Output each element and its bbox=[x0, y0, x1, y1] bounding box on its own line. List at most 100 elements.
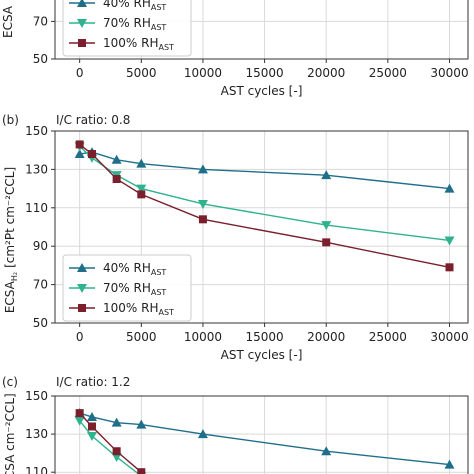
data-point bbox=[445, 263, 454, 272]
y-axis-label-b-sub: H₂ bbox=[10, 272, 19, 281]
legend-label-subscript: AST bbox=[151, 288, 167, 297]
y-tick-label: 110 bbox=[25, 201, 48, 215]
y-tick-label: 130 bbox=[25, 162, 48, 176]
legend-marker bbox=[77, 263, 87, 272]
y-axis-label-b-units: [cm²Pt cm⁻²CCL] bbox=[3, 167, 17, 268]
y-axis-label-b: ECSAH₂ [cm²Pt cm⁻²CCL] bbox=[3, 167, 19, 313]
y-axis-label-top: ECSA bbox=[1, 5, 15, 38]
legend-label: 40% RHAST bbox=[103, 0, 166, 12]
x-axis-label: AST cycles [-] bbox=[221, 84, 303, 98]
panel-a: ECSA 50 70 0 5000 10000 15000 20000 25000 30000 A… bbox=[1, 0, 469, 98]
data-point bbox=[87, 422, 96, 431]
x-tick-label: 10000 bbox=[184, 66, 222, 80]
y-tick-label: 70 bbox=[33, 14, 48, 28]
panel-subtitle-b: I/C ratio: 0.8 bbox=[56, 113, 130, 127]
legend-marker bbox=[77, 19, 87, 28]
legend-marker bbox=[78, 304, 86, 312]
legend-marker bbox=[77, 284, 87, 293]
legend-label: 100% RHAST bbox=[103, 36, 174, 52]
x-tick-label: 15000 bbox=[245, 330, 283, 344]
y-axis-label-c-units: cm⁻²CCL] bbox=[3, 393, 17, 451]
panel-label-c: (c) bbox=[2, 375, 18, 389]
legend: 40% RHAST 70% RHAST 100% RHAST bbox=[62, 0, 192, 57]
legend-marker bbox=[77, 0, 87, 7]
legend-label-subscript: AST bbox=[151, 23, 167, 32]
plot-frame bbox=[54, 130, 469, 324]
series-line bbox=[79, 420, 140, 474]
x-tick-label: 5000 bbox=[126, 330, 157, 344]
data-point bbox=[112, 175, 121, 183]
x-tick-label: 20000 bbox=[307, 66, 345, 80]
plot-frame bbox=[54, 0, 469, 60]
panel-b: (b) I/C ratio: 0.8 ECSAH₂ [cm²Pt cm⁻²CCL]… bbox=[2, 113, 469, 362]
legend-label: 70% RHAST bbox=[103, 281, 166, 297]
y-axis-label-c-main: ECSA bbox=[3, 454, 17, 474]
data-point bbox=[74, 416, 85, 426]
data-point bbox=[75, 140, 84, 149]
legend-label: 70% RHAST bbox=[103, 16, 166, 32]
legend-label: 100% RHAST bbox=[103, 301, 174, 317]
x-axis-label: AST cycles [-] bbox=[221, 348, 303, 362]
y-tick-label: 50 bbox=[33, 316, 48, 330]
legend-label-subscript: AST bbox=[151, 268, 167, 277]
data-point bbox=[137, 190, 146, 199]
y-axis-label-b-main: ECSA bbox=[3, 280, 17, 313]
data-point bbox=[136, 158, 147, 168]
legend-marker bbox=[78, 39, 86, 47]
x-tick-label: 20000 bbox=[307, 330, 345, 344]
plot-frame bbox=[54, 395, 469, 474]
legend-label-subscript: AST bbox=[158, 308, 174, 317]
data-point bbox=[321, 170, 332, 180]
y-tick-label: 130 bbox=[25, 427, 48, 441]
x-tick-label: 10000 bbox=[184, 330, 222, 344]
legend-label-subscript: AST bbox=[151, 3, 167, 12]
panel-c: (c) I/C ratio: 1.2 ECSA cm⁻²CCL] 110 130 15… bbox=[2, 375, 469, 474]
data-point bbox=[87, 150, 96, 159]
x-tick-label: 25000 bbox=[369, 66, 407, 80]
x-tick-label: 0 bbox=[76, 330, 84, 344]
data-point bbox=[136, 184, 147, 194]
y-tick-label: 150 bbox=[25, 389, 48, 403]
data-point bbox=[444, 183, 455, 193]
x-tick-label: 25000 bbox=[369, 330, 407, 344]
y-tick-label: 70 bbox=[33, 278, 48, 292]
legend-box bbox=[62, 254, 192, 322]
data-point bbox=[137, 468, 146, 474]
data-point bbox=[75, 409, 84, 418]
y-tick-label: 90 bbox=[33, 239, 48, 253]
data-point bbox=[198, 215, 207, 224]
data-layer bbox=[74, 408, 455, 474]
legend-label: 40% RHAST bbox=[103, 261, 166, 277]
data-point bbox=[111, 417, 122, 427]
legend-label-subscript: AST bbox=[158, 43, 174, 52]
data-point bbox=[197, 199, 208, 209]
data-point bbox=[321, 221, 332, 231]
x-tick-label: 15000 bbox=[245, 66, 283, 80]
legend-box bbox=[62, 0, 192, 57]
data-point bbox=[86, 432, 97, 441]
x-tick-label: 0 bbox=[76, 66, 84, 80]
panel-subtitle-c: I/C ratio: 1.2 bbox=[56, 375, 130, 389]
x-tick-label: 30000 bbox=[430, 330, 468, 344]
data-point bbox=[136, 419, 147, 429]
data-point bbox=[444, 459, 455, 469]
data-layer bbox=[74, 140, 455, 272]
data-point bbox=[197, 164, 208, 174]
data-point bbox=[86, 411, 97, 421]
data-point bbox=[197, 429, 208, 439]
y-tick-label: 50 bbox=[33, 52, 48, 66]
data-point bbox=[111, 154, 122, 164]
data-point bbox=[74, 149, 85, 159]
y-axis-label-c: ECSA cm⁻²CCL] bbox=[3, 393, 17, 474]
data-point bbox=[321, 446, 332, 456]
legend: 40% RHAST 70% RHAST 100% RHAST bbox=[62, 254, 192, 322]
x-tick-label: 5000 bbox=[126, 66, 157, 80]
x-tick-label: 30000 bbox=[430, 66, 468, 80]
y-tick-label: 110 bbox=[25, 465, 48, 474]
panel-label-b: (b) bbox=[2, 113, 19, 127]
y-tick-label: 150 bbox=[25, 124, 48, 138]
data-point bbox=[444, 236, 455, 246]
data-point bbox=[322, 238, 331, 247]
series-line bbox=[79, 412, 142, 473]
